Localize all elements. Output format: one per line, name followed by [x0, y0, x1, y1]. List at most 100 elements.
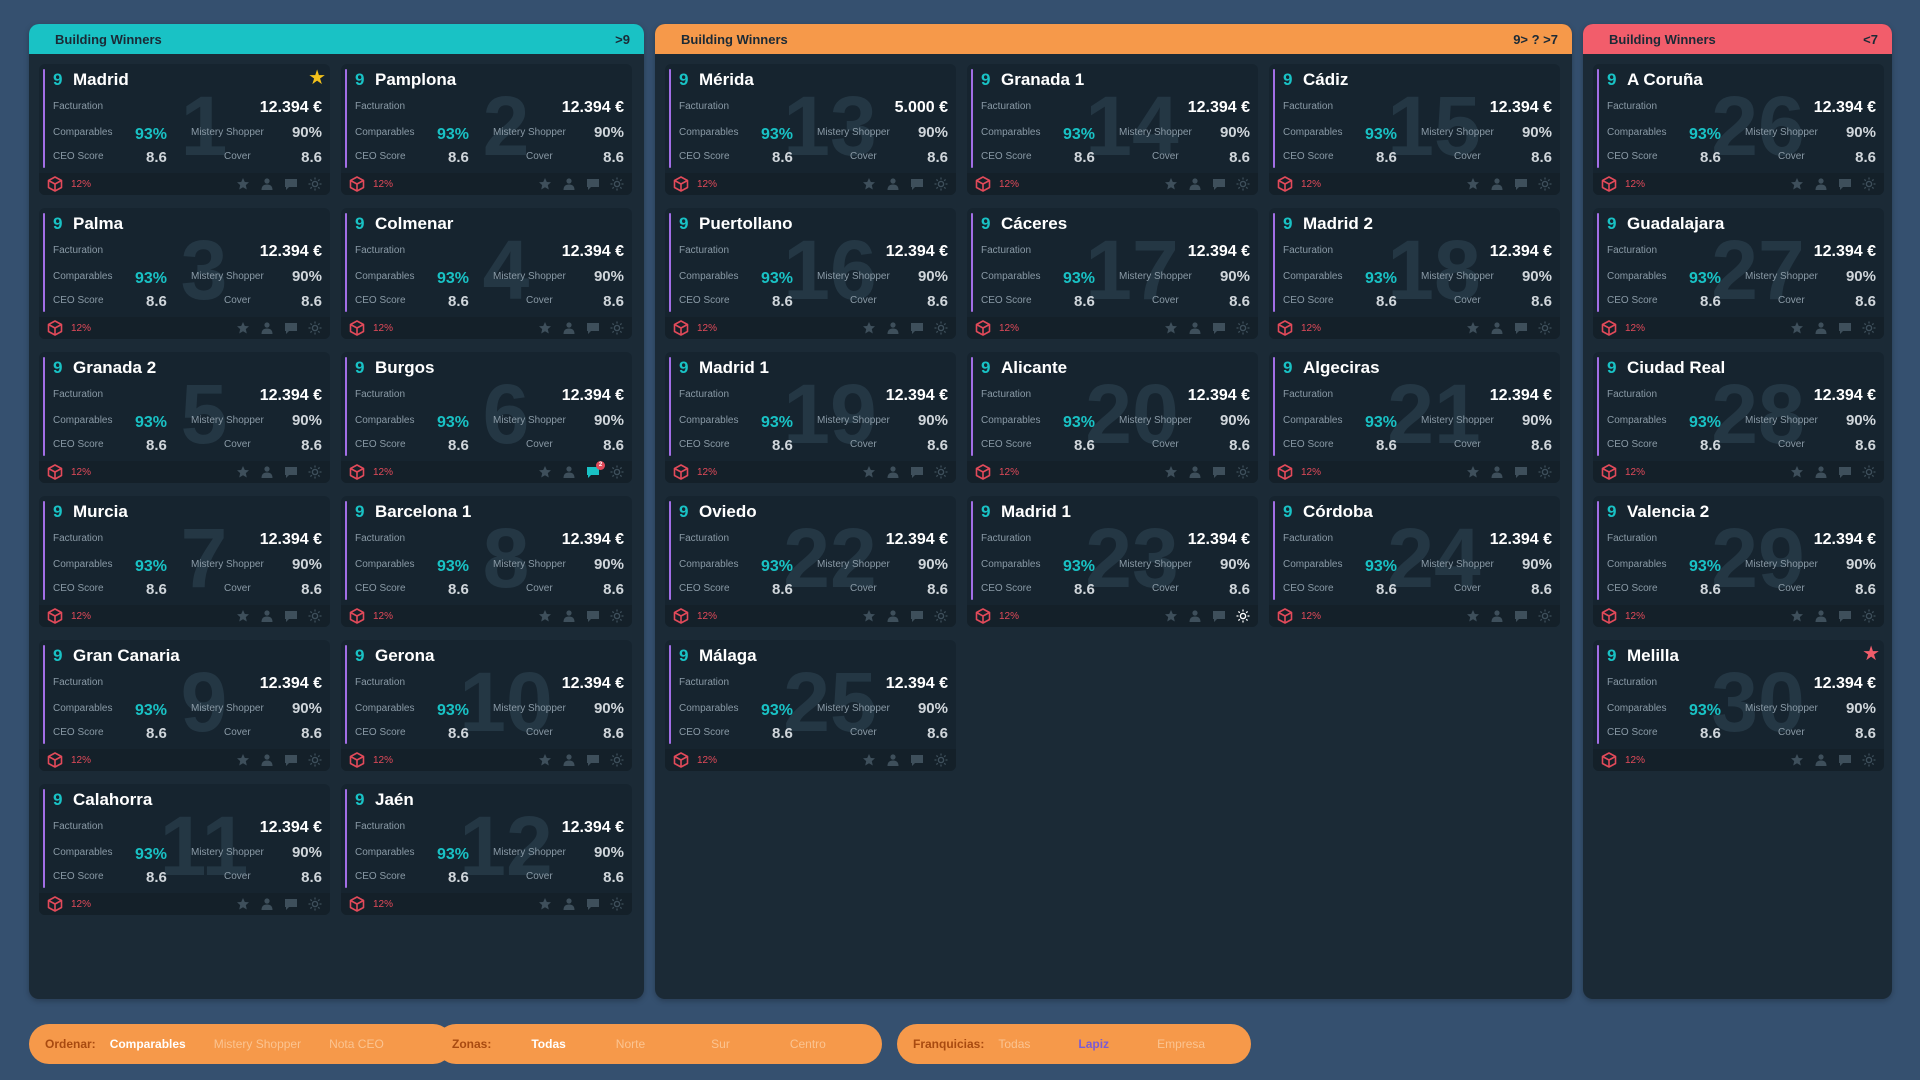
store-card[interactable]: 14 9 Granada 1 Facturation 12.394 € Comp…	[967, 64, 1258, 195]
star-icon[interactable]	[862, 465, 876, 479]
user-icon[interactable]	[260, 897, 274, 911]
star-icon[interactable]	[1466, 465, 1480, 479]
chat-icon[interactable]	[910, 609, 924, 623]
store-card[interactable]: 13 9 Mérida Facturation 5.000 € Comparab…	[665, 64, 956, 195]
sun-icon[interactable]	[610, 897, 624, 911]
sun-icon[interactable]	[308, 753, 322, 767]
store-card[interactable]: 26 9 A Coruña Facturation 12.394 € Compa…	[1593, 64, 1884, 195]
card-name[interactable]: Jaén	[375, 790, 414, 809]
store-card[interactable]: 23 9 Madrid 1 Facturation 12.394 € Compa…	[967, 496, 1258, 627]
store-card[interactable]: 16 9 Puertollano Facturation 12.394 € Co…	[665, 208, 956, 339]
chat-icon[interactable]	[1514, 177, 1528, 191]
chat-icon[interactable]	[910, 177, 924, 191]
card-name[interactable]: Oviedo	[699, 502, 757, 521]
star-icon[interactable]	[862, 609, 876, 623]
favorite-star-icon[interactable]: ★	[1862, 643, 1880, 665]
card-name[interactable]: Barcelona 1	[375, 502, 472, 521]
user-icon[interactable]	[562, 897, 576, 911]
card-name[interactable]: Cádiz	[1303, 70, 1349, 89]
user-icon[interactable]	[260, 321, 274, 335]
user-icon[interactable]	[562, 321, 576, 335]
sun-icon[interactable]	[308, 609, 322, 623]
star-icon[interactable]	[236, 609, 250, 623]
star-icon[interactable]	[1790, 321, 1804, 335]
card-name[interactable]: Colmenar	[375, 214, 454, 233]
card-name[interactable]: Madrid 1	[1001, 502, 1071, 521]
star-icon[interactable]	[1466, 321, 1480, 335]
user-icon[interactable]	[1188, 609, 1202, 623]
sun-icon[interactable]	[1862, 753, 1876, 767]
star-icon[interactable]	[862, 753, 876, 767]
chat-icon[interactable]	[1838, 753, 1852, 767]
chat-icon[interactable]	[284, 609, 298, 623]
store-card[interactable]: 4 9 Colmenar Facturation 12.394 € Compar…	[341, 208, 632, 339]
sun-icon[interactable]	[308, 897, 322, 911]
chat-icon[interactable]	[1514, 321, 1528, 335]
chat-icon[interactable]	[1212, 465, 1226, 479]
sun-icon[interactable]	[308, 321, 322, 335]
user-icon[interactable]	[562, 177, 576, 191]
sun-icon[interactable]	[1538, 609, 1552, 623]
chat-icon[interactable]	[586, 609, 600, 623]
filter-ordenar-comparables[interactable]: Comparables	[109, 1037, 186, 1051]
card-name[interactable]: Cáceres	[1001, 214, 1068, 233]
filter-franquicias-todas[interactable]: Todas	[998, 1037, 1031, 1051]
chat-icon[interactable]	[910, 321, 924, 335]
chat-icon[interactable]	[284, 897, 298, 911]
user-icon[interactable]	[260, 753, 274, 767]
store-card[interactable]: 6 9 Burgos Facturation 12.394 € Comparab…	[341, 352, 632, 483]
store-card[interactable]: 21 9 Algeciras Facturation 12.394 € Comp…	[1269, 352, 1560, 483]
sun-icon[interactable]	[610, 609, 624, 623]
star-icon[interactable]	[1164, 609, 1178, 623]
sun-icon[interactable]	[1862, 177, 1876, 191]
user-icon[interactable]	[562, 609, 576, 623]
card-name[interactable]: Algeciras	[1303, 358, 1380, 377]
card-name[interactable]: Málaga	[699, 646, 757, 665]
user-icon[interactable]	[562, 753, 576, 767]
user-icon[interactable]	[886, 177, 900, 191]
chat-icon[interactable]	[1838, 609, 1852, 623]
card-name[interactable]: Madrid	[73, 70, 129, 89]
card-name[interactable]: Palma	[73, 214, 124, 233]
card-name[interactable]: Granada 2	[73, 358, 157, 377]
star-icon[interactable]	[1790, 465, 1804, 479]
user-icon[interactable]	[260, 609, 274, 623]
sun-icon[interactable]	[1236, 177, 1250, 191]
store-card[interactable]: 9 9 Gran Canaria Facturation 12.394 € Co…	[39, 640, 330, 771]
star-icon[interactable]	[1466, 177, 1480, 191]
sun-icon[interactable]	[1538, 465, 1552, 479]
star-icon[interactable]	[1790, 177, 1804, 191]
chat-icon[interactable]	[284, 321, 298, 335]
user-icon[interactable]	[1490, 465, 1504, 479]
chat-icon[interactable]	[1212, 321, 1226, 335]
store-card[interactable]: 27 9 Guadalajara Facturation 12.394 € Co…	[1593, 208, 1884, 339]
card-name[interactable]: Burgos	[375, 358, 435, 377]
store-card[interactable]: 22 9 Oviedo Facturation 12.394 € Compara…	[665, 496, 956, 627]
chat-icon[interactable]	[1838, 321, 1852, 335]
user-icon[interactable]	[1188, 177, 1202, 191]
star-icon[interactable]	[538, 177, 552, 191]
chat-icon[interactable]	[284, 465, 298, 479]
store-card[interactable]: 19 9 Madrid 1 Facturation 12.394 € Compa…	[665, 352, 956, 483]
chat-icon[interactable]	[1838, 177, 1852, 191]
card-name[interactable]: Granada 1	[1001, 70, 1085, 89]
star-icon[interactable]	[1790, 609, 1804, 623]
star-icon[interactable]	[862, 177, 876, 191]
card-name[interactable]: Córdoba	[1303, 502, 1373, 521]
sun-icon[interactable]	[1236, 321, 1250, 335]
star-icon[interactable]	[236, 753, 250, 767]
store-card[interactable]: 15 9 Cádiz Facturation 12.394 € Comparab…	[1269, 64, 1560, 195]
store-card[interactable]: 2 9 Pamplona Facturation 12.394 € Compar…	[341, 64, 632, 195]
star-icon[interactable]	[236, 465, 250, 479]
store-card[interactable]: 28 9 Ciudad Real Facturation 12.394 € Co…	[1593, 352, 1884, 483]
chat-icon[interactable]	[586, 753, 600, 767]
user-icon[interactable]	[1814, 753, 1828, 767]
chat-icon[interactable]	[910, 465, 924, 479]
user-icon[interactable]	[562, 465, 576, 479]
filter-zonas-sur[interactable]: Sur	[711, 1037, 730, 1051]
star-icon[interactable]	[1466, 609, 1480, 623]
card-name[interactable]: Melilla	[1627, 646, 1679, 665]
store-card[interactable]: 30 9 Melilla ★ Facturation 12.394 € Comp…	[1593, 640, 1884, 771]
favorite-star-icon[interactable]: ★	[308, 67, 326, 89]
star-icon[interactable]	[236, 897, 250, 911]
